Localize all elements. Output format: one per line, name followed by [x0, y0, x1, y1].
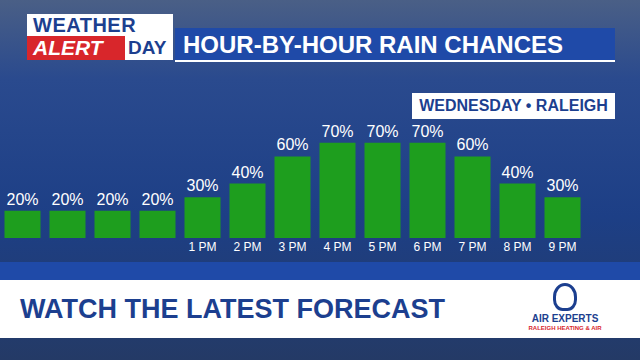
- svg-text:40%: 40%: [231, 164, 263, 181]
- svg-text:70%: 70%: [366, 123, 398, 140]
- svg-text:20%: 20%: [51, 191, 83, 208]
- svg-text:70%: 70%: [411, 123, 443, 140]
- html-text:RALEIGH HEATING & AIR: RALEIGH HEATING & AIR: [528, 325, 602, 331]
- svg-text:20%: 20%: [6, 191, 38, 208]
- html-text:WEDNESDAY • RALEIGH: WEDNESDAY • RALEIGH: [419, 97, 608, 114]
- svg-text:20%: 20%: [96, 191, 128, 208]
- svg-text:20%: 20%: [141, 191, 173, 208]
- svg-text:2 PM: 2 PM: [233, 240, 261, 254]
- svg-text:9 PM: 9 PM: [548, 240, 576, 254]
- html-text:HOUR-BY-HOUR RAIN CHANCES: HOUR-BY-HOUR RAIN CHANCES: [183, 31, 563, 58]
- html-text:DAY: DAY: [128, 37, 167, 58]
- svg-text:6 PM: 6 PM: [413, 240, 441, 254]
- svg-text:60%: 60%: [276, 136, 308, 153]
- svg-text:8 PM: 8 PM: [503, 240, 531, 254]
- svg-text:5 PM: 5 PM: [368, 240, 396, 254]
- svg-text:4 PM: 4 PM: [323, 240, 351, 254]
- svg-text:7 PM: 7 PM: [458, 240, 486, 254]
- html-text:WATCH THE LATEST FORECAST: WATCH THE LATEST FORECAST: [20, 294, 445, 324]
- svg-text:70%: 70%: [321, 123, 353, 140]
- svg-text:1 PM: 1 PM: [188, 240, 216, 254]
- svg-text:40%: 40%: [501, 164, 533, 181]
- html-text:AIR EXPERTS: AIR EXPERTS: [531, 313, 599, 324]
- svg-text:60%: 60%: [456, 136, 488, 153]
- svg-text:3 PM: 3 PM: [278, 240, 306, 254]
- svg-text:30%: 30%: [546, 177, 578, 194]
- html-text:WEATHER: WEATHER: [33, 14, 137, 36]
- svg-text:30%: 30%: [186, 177, 218, 194]
- html-text:ALERT: ALERT: [33, 36, 103, 59]
